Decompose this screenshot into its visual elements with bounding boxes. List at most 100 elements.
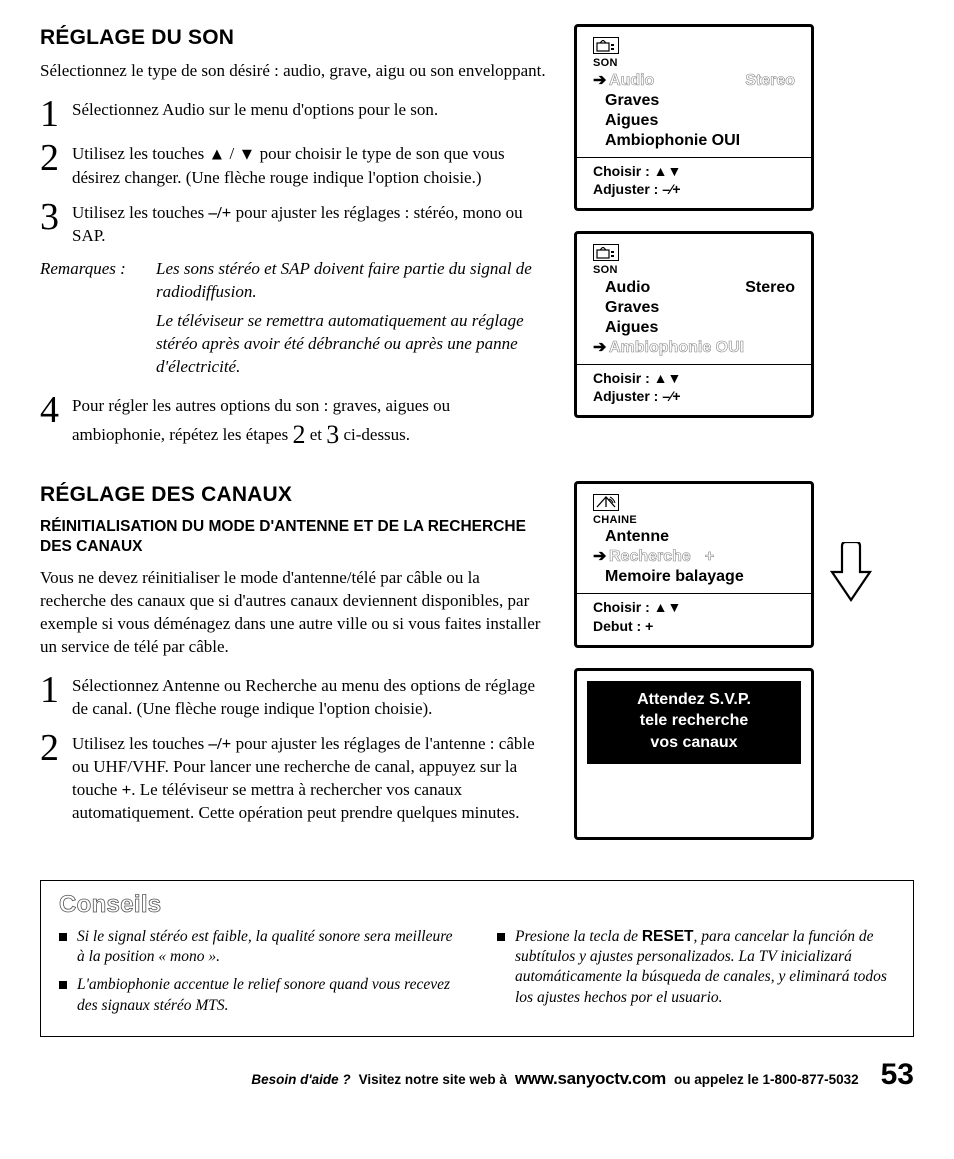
osd-hint-label: Choisir :	[593, 370, 654, 386]
osd-category: SON	[593, 56, 795, 71]
step-number: 1	[40, 97, 66, 131]
inline-step-ref: 3	[326, 420, 339, 449]
sound-section-row: RÉGLAGE DU SON Sélectionnez le type de s…	[40, 24, 914, 463]
channel-heading: RÉGLAGE DES CANAUX	[40, 481, 546, 509]
footer-url: www.sanyoctv.com	[515, 1068, 666, 1091]
tv-screen-wait-message: Attendez S.V.P. tele recherche vos canau…	[574, 668, 814, 840]
osd-hint: Adjuster : –⁄+	[593, 387, 795, 405]
tip-text: Si le signal stéréo est faible, la quali…	[77, 927, 457, 967]
step-number: 3	[40, 200, 66, 234]
channel-step-2: 2 Utilisez les touches –/+ pour ajuster …	[40, 731, 546, 825]
msg-line: Attendez S.V.P.	[593, 689, 795, 711]
osd-content: Audio Stereo Graves Aigues ➔ Ambiophonie…	[593, 278, 795, 358]
page-number: 53	[881, 1055, 914, 1096]
osd-content: ➔ Audio Stereo Graves Aigues Ambiophonie…	[593, 71, 795, 151]
tv-screen-son-audio: SON ➔ Audio Stereo Graves Aigues Ambioph…	[574, 24, 814, 211]
antenna-icon	[593, 494, 619, 511]
screen-with-arrow: CHAINE Antenne ➔ Recherche + Memoire bal…	[574, 481, 914, 668]
channel-section-row: RÉGLAGE DES CANAUX RÉINITIALISATION DU M…	[40, 481, 914, 860]
pointer-arrow-icon: ➔	[593, 338, 605, 358]
key-label: –/+	[208, 203, 231, 222]
osd-hint-label: Choisir :	[593, 599, 654, 615]
osd-item-selected: Audio	[609, 71, 654, 91]
osd-row: ➔ Ambiophonie OUI	[593, 338, 795, 358]
notes-block: Remarques : Les sons stéréo et SAP doive…	[40, 258, 546, 379]
osd-item: Ambiophonie OUI	[593, 131, 795, 151]
step-text: Utilisez les touches ▲ / ▼ pour choisir …	[72, 141, 546, 190]
osd-header	[593, 244, 795, 261]
tips-heading: Conseils	[59, 889, 895, 921]
channel-section-text: RÉGLAGE DES CANAUX RÉINITIALISATION DU M…	[40, 481, 546, 860]
tip-text: L'ambiophonie accentue le relief sonore …	[77, 975, 457, 1015]
step-text: Sélectionnez Audio sur le menu d'options…	[72, 97, 546, 122]
sound-step-2: 2 Utilisez les touches ▲ / ▼ pour choisi…	[40, 141, 546, 190]
osd-hint: Choisir : ▲▼	[593, 598, 795, 616]
osd-hint-keys: –⁄+	[662, 181, 680, 197]
osd-wait-message: Attendez S.V.P. tele recherche vos canau…	[587, 681, 801, 764]
osd-hint: Choisir : ▲▼	[593, 369, 795, 387]
step-fragment: . Le téléviseur se mettra à rechercher v…	[72, 780, 520, 822]
step-number: 1	[40, 673, 66, 707]
channel-subheading: RÉINITIALISATION DU MODE D'ANTENNE ET DE…	[40, 517, 546, 557]
bullet-icon	[497, 933, 505, 941]
osd-hint-label: Debut :	[593, 618, 645, 634]
osd-hint: Adjuster : –⁄+	[593, 180, 795, 198]
footer-tail: ou appelez le 1-800-877-5032	[674, 1071, 859, 1089]
osd-hint: Choisir : ▲▼	[593, 162, 795, 180]
osd-hint-keys: ▲▼	[654, 599, 682, 615]
step-fragment: Utilisez les touches	[72, 203, 208, 222]
tip-item: Presione la tecla de RESET, para cancela…	[497, 927, 895, 1008]
osd-footer: Choisir : ▲▼ Adjuster : –⁄+	[593, 369, 795, 405]
down-arrow-icon	[828, 542, 874, 606]
tv-set-icon	[593, 244, 619, 261]
tip-fragment: Presione la tecla de	[515, 928, 642, 945]
step-text: Pour régler les autres options du son : …	[72, 393, 546, 453]
key-label: +	[122, 780, 132, 799]
sound-section-screens: SON ➔ Audio Stereo Graves Aigues Ambioph…	[574, 24, 914, 463]
osd-header	[593, 494, 795, 511]
osd-hint-keys: ▲▼	[654, 163, 682, 179]
footer-lead: Besoin d'aide ?	[251, 1071, 350, 1089]
osd-footer: Choisir : ▲▼ Debut : +	[593, 598, 795, 634]
osd-item: Audio	[605, 278, 650, 298]
osd-divider	[577, 364, 811, 365]
note-row: Remarques : Les sons stéréo et SAP doive…	[40, 258, 546, 304]
osd-hint-keys: +	[645, 618, 653, 634]
pointer-arrow-icon: ➔	[593, 71, 605, 91]
tv-screen-chaine: CHAINE Antenne ➔ Recherche + Memoire bal…	[574, 481, 814, 648]
pointer-arrow-icon: ➔	[593, 547, 605, 567]
slash: /	[225, 144, 238, 163]
osd-content: Antenne ➔ Recherche + Memoire balayage	[593, 527, 795, 587]
note-text: Les sons stéréo et SAP doivent faire par…	[156, 258, 546, 304]
osd-footer: Choisir : ▲▼ Adjuster : –⁄+	[593, 162, 795, 198]
step-fragment: Utilisez les touches	[72, 144, 208, 163]
osd-item: Memoire balayage	[593, 567, 795, 587]
step-number: 4	[40, 393, 66, 427]
tip-text: Presione la tecla de RESET, para cancela…	[515, 927, 895, 1008]
osd-divider	[577, 157, 811, 158]
note-label-spacer	[40, 310, 150, 379]
osd-category: SON	[593, 263, 795, 278]
osd-hint-label: Adjuster :	[593, 388, 662, 404]
osd-header	[593, 37, 795, 54]
osd-value: Stereo	[745, 278, 795, 298]
osd-value: Stereo	[745, 71, 795, 91]
sound-step-1: 1 Sélectionnez Audio sur le menu d'optio…	[40, 97, 546, 131]
sound-step-4: 4 Pour régler les autres options du son …	[40, 393, 546, 453]
tip-item: L'ambiophonie accentue le relief sonore …	[59, 975, 457, 1015]
msg-line: vos canaux	[593, 732, 795, 754]
step-fragment: ci-dessus.	[339, 425, 410, 444]
tips-col-left: Si le signal stéréo est faible, la quali…	[59, 927, 457, 1024]
osd-row: ➔ Audio Stereo	[593, 71, 795, 91]
step-fragment: et	[305, 425, 326, 444]
osd-row: Audio Stereo	[593, 278, 795, 298]
triangle-up-icon: ▲	[208, 145, 225, 164]
osd-divider	[577, 593, 811, 594]
tips-box: Conseils Si le signal stéréo est faible,…	[40, 880, 914, 1037]
step-text: Utilisez les touches –/+ pour ajuster le…	[72, 200, 546, 248]
sound-section-text: RÉGLAGE DU SON Sélectionnez le type de s…	[40, 24, 546, 463]
tip-item: Si le signal stéréo est faible, la quali…	[59, 927, 457, 967]
osd-row: ➔ Recherche +	[593, 547, 795, 567]
osd-item: Aigues	[593, 318, 795, 338]
tips-columns: Si le signal stéréo est faible, la quali…	[59, 927, 895, 1024]
